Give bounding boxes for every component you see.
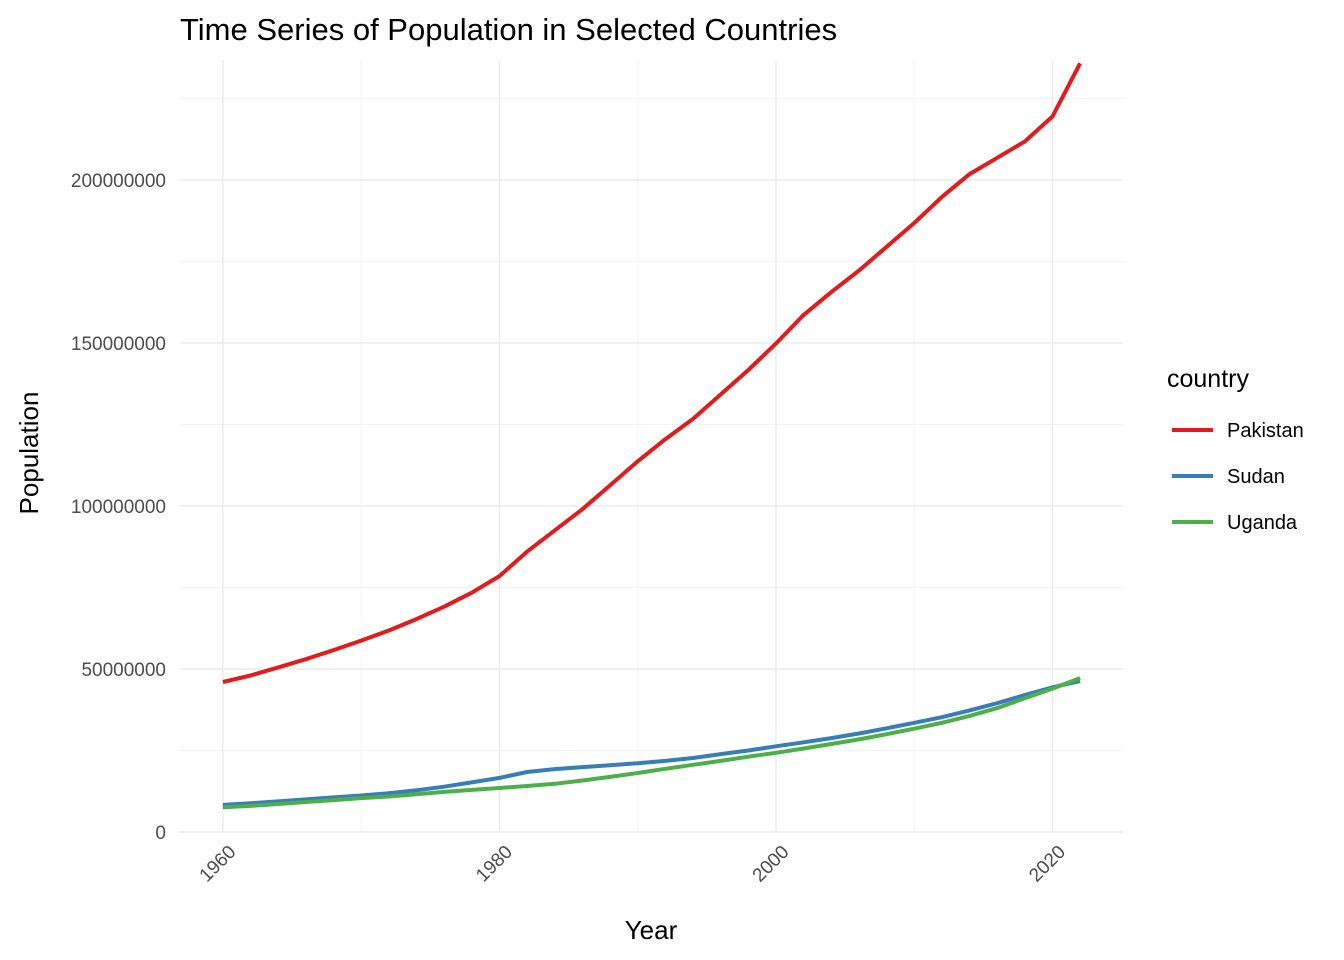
legend-title: country: [1167, 365, 1249, 393]
x-tick-label: 1960: [196, 842, 241, 887]
chart-title: Time Series of Population in Selected Co…: [180, 12, 837, 47]
x-axis-title: Year: [625, 915, 678, 945]
x-tick-label: 2000: [749, 842, 794, 887]
plot-series: [222, 62, 1082, 810]
series-line-pakistan: [222, 62, 1082, 684]
y-axis-title: Population: [14, 392, 44, 515]
legend-label-uganda: Uganda: [1227, 512, 1298, 534]
x-tick-label: 2020: [1025, 842, 1070, 887]
y-tick-label: 150000000: [71, 334, 166, 355]
y-tick-label: 0: [155, 823, 166, 844]
legend-label-pakistan: Pakistan: [1227, 420, 1304, 442]
series-line-uganda: [222, 676, 1081, 810]
grid: [180, 60, 1123, 833]
legend-label-sudan: Sudan: [1227, 466, 1285, 488]
y-tick-label: 50000000: [81, 660, 166, 681]
x-tick-label: 1980: [472, 842, 517, 887]
y-tick-label: 100000000: [71, 497, 166, 518]
x-axis-ticks: 1960 1980 2000 2020: [196, 842, 1070, 887]
y-axis-ticks: 0 50000000 100000000 150000000 200000000: [71, 171, 166, 844]
legend: country Pakistan Sudan Uganda: [1167, 365, 1304, 534]
series-line-sudan: [222, 679, 1081, 807]
y-tick-label: 200000000: [71, 171, 166, 192]
